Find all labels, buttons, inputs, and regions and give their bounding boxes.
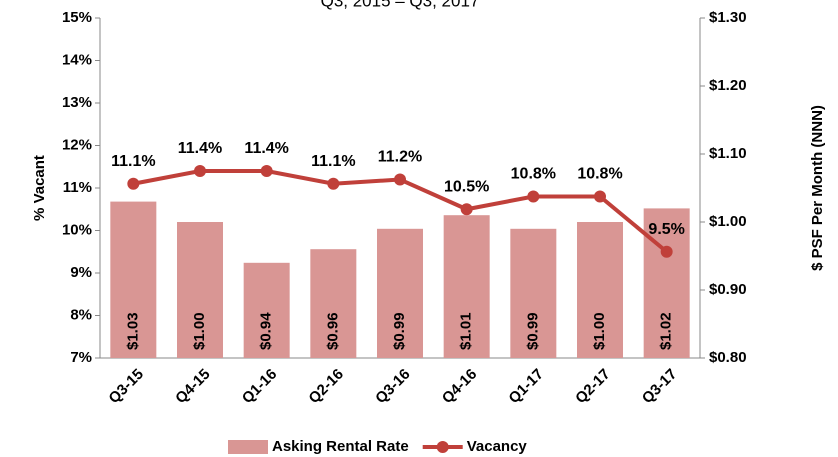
y-tick-label: 9%: [70, 264, 92, 281]
line-point: [660, 245, 673, 258]
y-tick-label: 7%: [70, 349, 92, 366]
x-tick-label: Q4-16: [439, 366, 481, 408]
point-value-label: 11.1%: [311, 153, 355, 170]
y2-tick-label: $0.90: [709, 281, 747, 298]
legend-label: Asking Rental Rate: [272, 438, 409, 455]
line-point: [460, 203, 473, 216]
bar: [510, 228, 557, 358]
x-tick-label: Q1-16: [239, 366, 281, 408]
bar-value-label: $0.99: [524, 312, 541, 350]
x-tick-label: Q1-17: [505, 366, 547, 408]
bar: [643, 208, 690, 358]
bar-value-label: $1.00: [191, 312, 208, 350]
y2-tick-label: $1.30: [709, 9, 747, 26]
line-point: [194, 165, 206, 177]
legend-label: Vacancy: [467, 438, 528, 455]
y-tick-label: 12%: [62, 136, 92, 153]
x-tick-label: Q3-15: [105, 366, 147, 408]
line-point: [260, 165, 273, 177]
bar: [110, 201, 157, 358]
line-point: [527, 190, 540, 203]
y-tick-label: 14%: [62, 51, 92, 68]
point-value-label: 11.4%: [244, 140, 288, 157]
x-tick-label: Q4-15: [172, 366, 214, 408]
point-value-label: 10.5%: [444, 178, 489, 195]
point-value-label: 10.8%: [577, 166, 622, 183]
x-tick-label: Q2-16: [305, 366, 347, 408]
bar-value-label: $0.99: [391, 312, 408, 350]
y2-axis-title: $ PSF Per Month (NNN): [809, 105, 826, 271]
bar: [443, 215, 490, 358]
bar-value-label: $1.01: [458, 312, 475, 350]
legend-swatch: [228, 440, 268, 454]
y-tick-label: 15%: [62, 9, 92, 26]
bar-value-label: $1.03: [124, 312, 141, 350]
legend-swatch: [436, 441, 449, 453]
y-tick-label: 8%: [70, 306, 92, 323]
point-value-label: 9.5%: [648, 221, 684, 238]
bar-value-label: $1.00: [591, 312, 608, 350]
x-tick-label: Q3-16: [372, 366, 414, 408]
y-tick-label: 10%: [62, 221, 92, 238]
y-tick-label: 13%: [62, 94, 92, 111]
bar: [377, 228, 423, 358]
line-point: [327, 177, 340, 190]
line-point: [594, 190, 606, 203]
chart-title: Q3, 2015 – Q3, 2017: [321, 0, 480, 10]
point-value-label: 11.1%: [111, 153, 155, 170]
x-tick-label: Q3-17: [639, 366, 681, 408]
bar: [310, 249, 357, 358]
x-tick-label: Q2-17: [572, 366, 614, 408]
bar: [577, 222, 623, 358]
y-tick-label: 11%: [63, 179, 92, 196]
bar: [177, 222, 223, 358]
y2-tick-label: $1.10: [709, 145, 747, 162]
line-point: [394, 173, 406, 186]
y2-tick-label: $1.00: [709, 213, 747, 230]
y2-tick-label: $0.80: [709, 349, 747, 366]
y-axis-title: % Vacant: [31, 155, 48, 221]
line-point: [127, 177, 140, 190]
point-value-label: 10.8%: [511, 166, 556, 183]
bar-value-label: $0.94: [258, 312, 275, 350]
bar-value-label: $1.02: [658, 312, 675, 350]
bar-value-label: $0.96: [324, 312, 341, 350]
point-value-label: 11.4%: [178, 140, 222, 157]
y2-tick-label: $1.20: [709, 77, 747, 94]
bar: [243, 262, 290, 358]
point-value-label: 11.2%: [378, 149, 422, 166]
